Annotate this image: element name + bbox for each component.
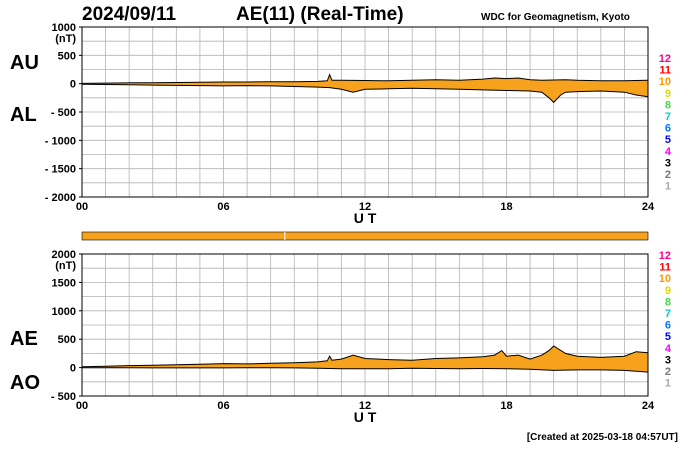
y-tick-label: 1000 bbox=[52, 22, 76, 34]
y-tick-label: 0 bbox=[70, 79, 76, 91]
station-number-2: 2 bbox=[665, 366, 671, 378]
station-number-8: 8 bbox=[665, 296, 671, 308]
station-number-6: 6 bbox=[665, 123, 671, 135]
series-line-au bbox=[81, 73, 649, 84]
station-number-12: 12 bbox=[659, 250, 671, 262]
station-number-9: 9 bbox=[665, 88, 671, 100]
area-fill-au-al bbox=[82, 74, 648, 103]
series-line-al bbox=[81, 83, 649, 104]
chart-title: AE(11) (Real-Time) bbox=[236, 4, 404, 25]
y-tick-label: - 2000 bbox=[45, 192, 76, 204]
y-tick-label: - 500 bbox=[51, 391, 76, 403]
units-label: (nT) bbox=[55, 33, 76, 45]
al-label: AL bbox=[10, 104, 37, 126]
y-tick-label: 500 bbox=[58, 50, 76, 62]
y-tick-label: 1000 bbox=[52, 306, 76, 318]
x-tick-label: 18 bbox=[500, 400, 512, 412]
y-tick-label: 2000 bbox=[52, 249, 76, 261]
x-tick-label: 12 bbox=[359, 400, 371, 412]
units-label: (nT) bbox=[55, 260, 76, 272]
ao-label: AO bbox=[10, 372, 40, 394]
station-number-6: 6 bbox=[665, 320, 671, 332]
ae-label: AE bbox=[10, 328, 38, 350]
x-tick-label: 00 bbox=[76, 400, 88, 412]
station-number-3: 3 bbox=[665, 354, 671, 366]
y-tick-label: - 1000 bbox=[45, 135, 76, 147]
x-tick-label: 12 bbox=[359, 201, 371, 213]
station-number-4: 4 bbox=[665, 146, 672, 158]
station-number-12: 12 bbox=[659, 53, 671, 65]
station-number-2: 2 bbox=[665, 169, 671, 181]
y-tick-label: - 1500 bbox=[45, 164, 76, 176]
station-number-7: 7 bbox=[665, 308, 671, 320]
x-tick-label: 06 bbox=[217, 400, 229, 412]
y-tick-label: 0 bbox=[70, 363, 76, 375]
area-fill-ae-ao bbox=[82, 346, 648, 373]
station-number-1: 1 bbox=[665, 181, 671, 193]
series-line-ao bbox=[81, 367, 649, 373]
station-number-11: 11 bbox=[659, 65, 671, 77]
station-number-1: 1 bbox=[665, 378, 671, 390]
station-number-10: 10 bbox=[659, 76, 671, 88]
x-tick-label: 24 bbox=[642, 201, 655, 213]
station-number-8: 8 bbox=[665, 99, 671, 111]
y-tick-label: 500 bbox=[58, 334, 76, 346]
x-tick-label: 18 bbox=[500, 201, 512, 213]
station-number-3: 3 bbox=[665, 157, 671, 169]
x-axis-label: U T bbox=[354, 210, 377, 226]
date-label: 2024/09/11 bbox=[82, 4, 177, 25]
station-number-7: 7 bbox=[665, 111, 671, 123]
x-tick-label: 24 bbox=[642, 400, 655, 412]
x-tick-label: 06 bbox=[217, 201, 229, 213]
station-number-10: 10 bbox=[659, 273, 671, 285]
station-number-5: 5 bbox=[665, 134, 671, 146]
station-number-4: 4 bbox=[665, 343, 672, 355]
series-line-ae bbox=[81, 345, 649, 368]
au-label: AU bbox=[10, 52, 39, 74]
y-tick-label: - 500 bbox=[51, 107, 76, 119]
plot-frame bbox=[81, 253, 649, 397]
station-number-11: 11 bbox=[659, 262, 671, 274]
source-label: WDC for Geomagnetism, Kyoto bbox=[481, 12, 630, 23]
station-number-9: 9 bbox=[665, 285, 671, 297]
station-number-5: 5 bbox=[665, 331, 671, 343]
created-timestamp: [Created at 2025-03-18 04:57UT] bbox=[526, 432, 678, 443]
y-tick-label: 1500 bbox=[52, 277, 76, 289]
x-axis-label: U T bbox=[354, 409, 377, 425]
x-tick-label: 00 bbox=[76, 201, 88, 213]
status-bar bbox=[81, 231, 649, 241]
